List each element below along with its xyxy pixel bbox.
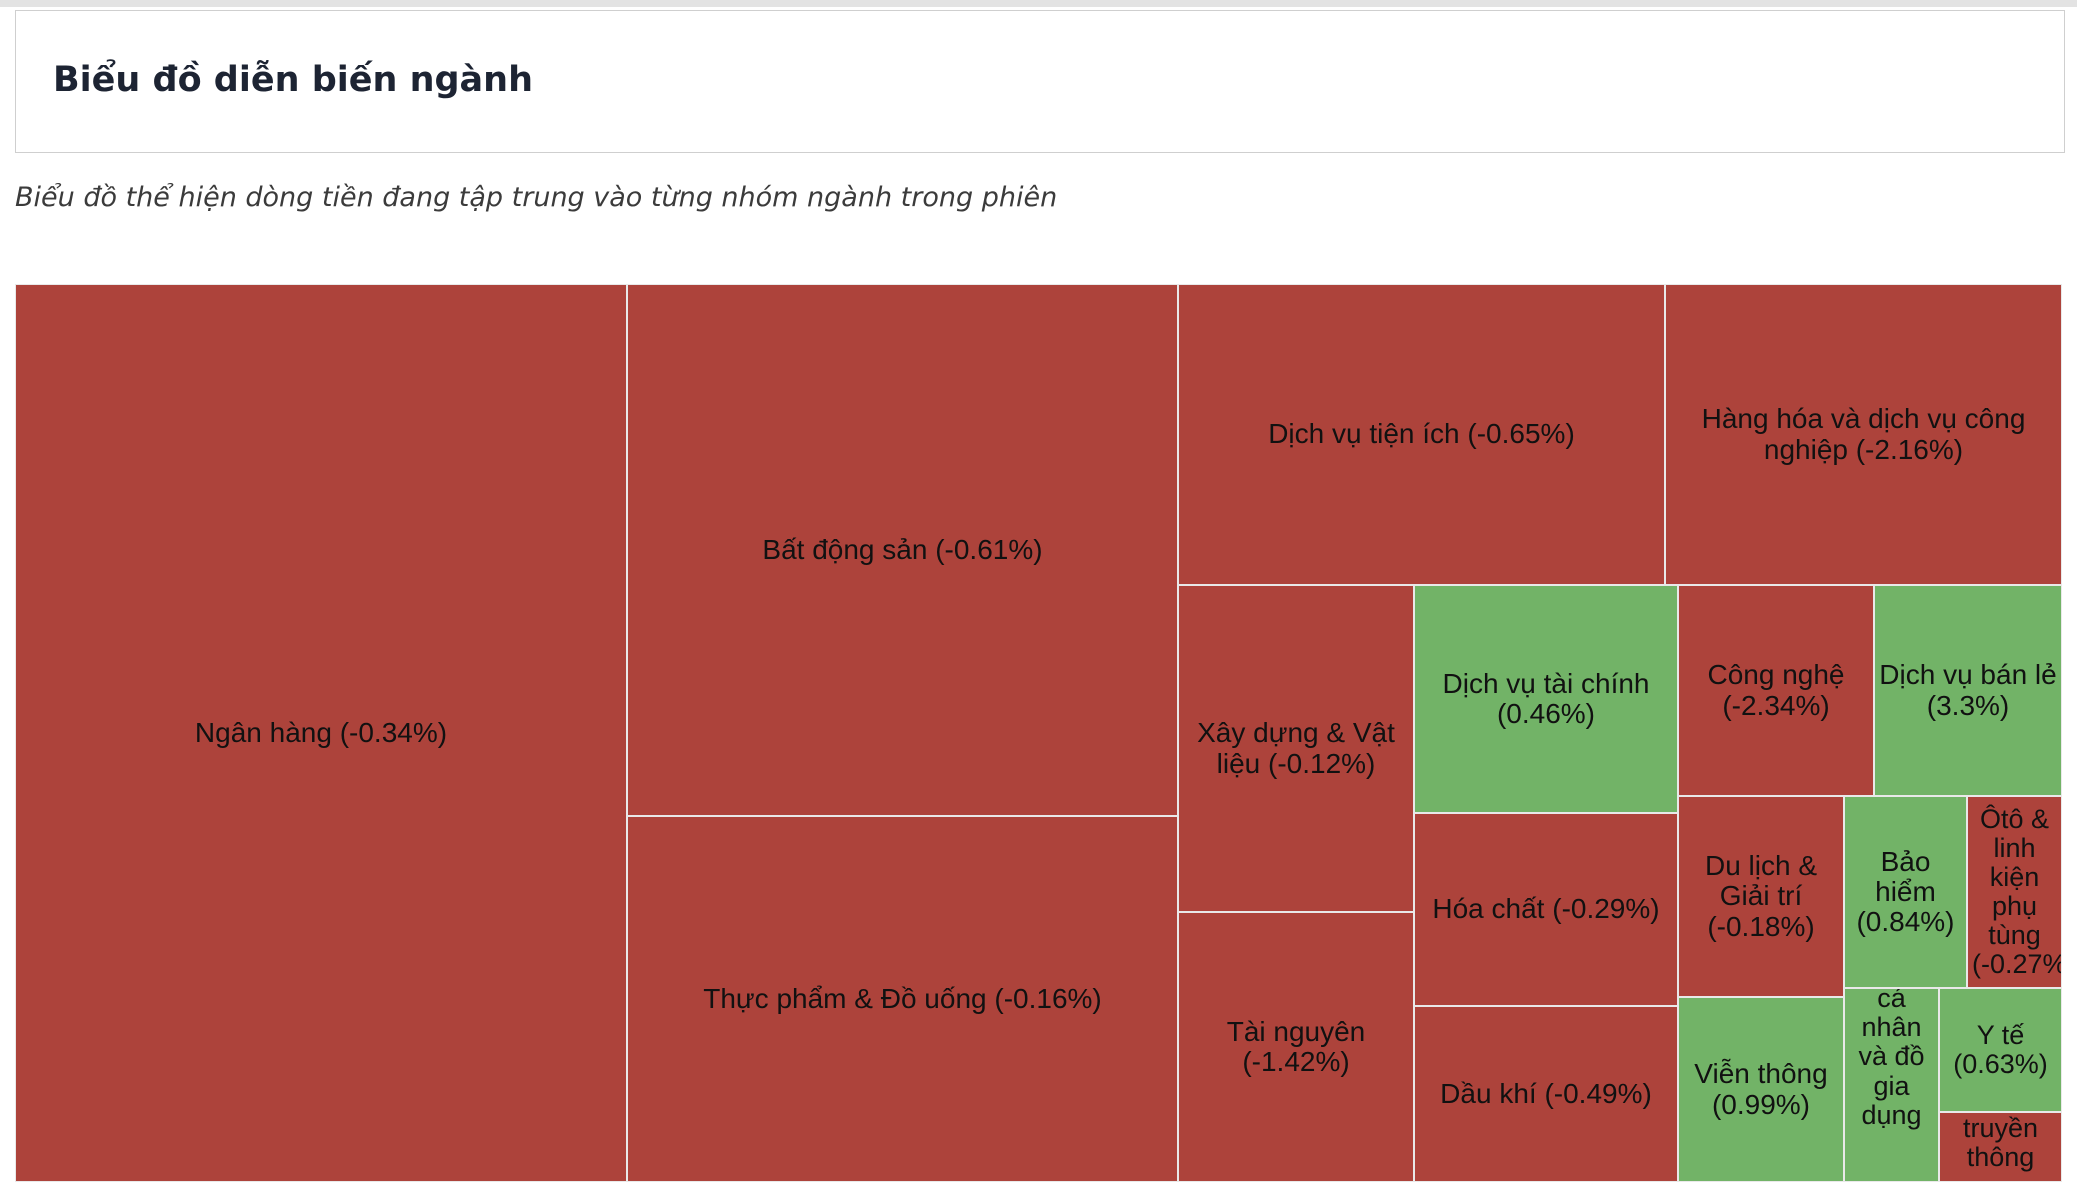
tile-label: Du lịch & Giải trí (-0.18%)	[1704, 850, 1818, 942]
treemap-tile[interactable]: Dịch vụ tiện ích (-0.65%)	[1178, 284, 1665, 585]
tile-label: Tài nguyên (-1.42%)	[1226, 1015, 1366, 1077]
treemap-tile[interactable]: Dịch vụ tài chính (0.46%)	[1414, 585, 1678, 813]
tile-label: Dầu khí (-0.49%)	[1440, 1077, 1652, 1109]
treemap-tile[interactable]: Hóa chất (-0.29%)	[1414, 813, 1678, 1006]
chart-subtitle: Biểu đồ thể hiện dòng tiền đang tập trun…	[15, 182, 1058, 213]
tile-label: Dịch vụ tài chính (0.46%)	[1442, 667, 1650, 729]
treemap-tile[interactable]: tiện truyền thông	[1939, 1112, 2062, 1182]
treemap-tile[interactable]: Thực phẩm & Đồ uống (-0.16%)	[627, 816, 1178, 1182]
tile-label: Công nghệ (-2.34%)	[1707, 659, 1845, 721]
treemap-tile[interactable]: Ngân hàng (-0.34%)	[15, 284, 627, 1182]
tile-label: Y tế (0.63%)	[1953, 1019, 2048, 1079]
tile-label: Hàng hóa và dịch vụ công nghiệp (-2.16%)	[1701, 403, 2026, 465]
treemap-tile[interactable]: Hàng hóa và dịch vụ công nghiệp (-2.16%)	[1665, 284, 2062, 585]
treemap-tile[interactable]: Dầu khí (-0.49%)	[1414, 1006, 1678, 1182]
tile-label: Thực phẩm & Đồ uống (-0.16%)	[703, 982, 1102, 1014]
tile-label: Bảo hiểm (0.84%)	[1856, 845, 1955, 938]
treemap-tile[interactable]: Bất động sản (-0.61%)	[627, 284, 1178, 816]
treemap-tile[interactable]: Du lịch & Giải trí (-0.18%)	[1678, 796, 1844, 997]
tile-label: tiện truyền thông	[1962, 1113, 2039, 1173]
treemap-tile[interactable]: Bảo hiểm (0.84%)	[1844, 796, 1967, 988]
treemap-tile[interactable]: Tài nguyên (-1.42%)	[1178, 912, 1414, 1182]
treemap-tile[interactable]: Ôtô & linh kiện phụ tùng (-0.27%)	[1967, 796, 2062, 988]
tile-label: Viễn thông (0.99%)	[1694, 1058, 1828, 1120]
tile-label: Dịch vụ bán lẻ (3.3%)	[1879, 659, 2057, 721]
tile-label: Xây dựng & Vật liệu (-0.12%)	[1197, 717, 1395, 779]
top-border	[0, 0, 2077, 7]
treemap-tile[interactable]: Viễn thông (0.99%)	[1678, 997, 1844, 1182]
treemap-tile[interactable]: Công nghệ (-2.34%)	[1678, 585, 1874, 796]
tile-label: Dịch vụ tiện ích (-0.65%)	[1268, 418, 1575, 450]
treemap-tile[interactable]: Dịch vụ bán lẻ (3.3%)	[1874, 585, 2062, 796]
tile-label: dùng cá nhân và đồ gia dụng	[1858, 988, 1925, 1130]
treemap-tile[interactable]: dùng cá nhân và đồ gia dụng	[1844, 988, 1939, 1182]
tile-label: Bất động sản (-0.61%)	[762, 533, 1043, 565]
tile-label: Hóa chất (-0.29%)	[1432, 893, 1660, 925]
treemap-tile[interactable]: Y tế (0.63%)	[1939, 988, 2062, 1112]
title-card: Biểu đồ diễn biến ngành	[15, 10, 2065, 153]
treemap-tile[interactable]: Xây dựng & Vật liệu (-0.12%)	[1178, 585, 1414, 912]
sector-treemap: Ngân hàng (-0.34%) Bất động sản (-0.61%) T…	[15, 284, 2062, 1182]
tile-label: Ngân hàng (-0.34%)	[194, 716, 448, 748]
page-title: Biểu đồ diễn biến ngành	[53, 60, 534, 100]
tile-label: Ôtô & linh kiện phụ tùng (-0.27%)	[1972, 803, 2061, 980]
